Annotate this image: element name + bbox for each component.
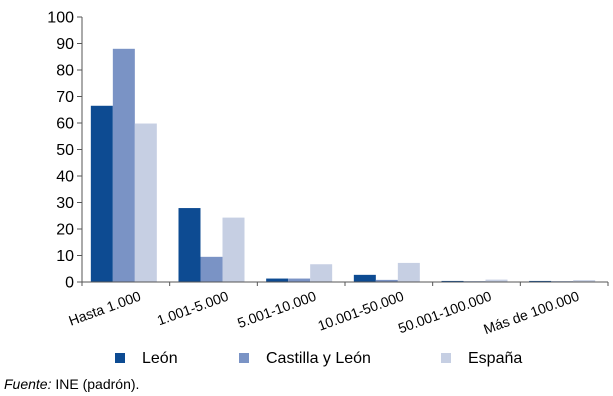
bar xyxy=(112,48,135,282)
legend: León Castilla y León España xyxy=(115,350,522,367)
bar xyxy=(397,262,420,282)
y-tick-label: 70 xyxy=(56,89,74,106)
bar xyxy=(529,280,552,282)
x-tick-label: 1.001-5.000 xyxy=(155,288,231,329)
y-tick-label: 0 xyxy=(65,275,74,292)
y-tick-label: 80 xyxy=(56,63,74,80)
bar xyxy=(573,280,596,282)
legend-label: España xyxy=(468,350,522,367)
bar xyxy=(90,105,113,283)
y-tick-label: 10 xyxy=(56,248,74,265)
bar xyxy=(485,279,508,282)
bar xyxy=(375,279,398,282)
y-tick-label: 40 xyxy=(56,169,74,186)
legend-swatch xyxy=(441,353,451,363)
y-axis: 0 10 20 30 40 50 60 70 80 90 100 xyxy=(47,10,83,292)
y-tick-label: 50 xyxy=(56,142,74,159)
bar xyxy=(200,256,223,282)
y-tick-label: 90 xyxy=(56,36,74,53)
bar xyxy=(353,274,376,282)
x-tick-label: 10.001-50.000 xyxy=(316,288,407,334)
legend-label: León xyxy=(142,350,178,367)
bar xyxy=(222,217,245,282)
source-note: Fuente: INE (padrón). xyxy=(4,375,139,393)
bar xyxy=(441,280,464,282)
bar xyxy=(134,123,157,282)
bar xyxy=(288,278,311,282)
source-text: INE (padrón). xyxy=(51,376,140,392)
x-tick-label: 50.001-100.000 xyxy=(396,288,494,337)
x-tick-label: Hasta 1.000 xyxy=(66,288,143,329)
bar xyxy=(266,278,289,282)
y-tick-label: 60 xyxy=(56,116,74,133)
y-tick-label: 30 xyxy=(56,195,74,212)
legend-label: Castilla y León xyxy=(266,350,371,367)
source-label: Fuente: xyxy=(4,376,52,392)
x-tick-label: Más de 100.000 xyxy=(481,288,581,337)
legend-swatch xyxy=(239,353,249,363)
y-tick-label: 100 xyxy=(47,10,74,27)
x-axis: Hasta 1.000 1.001-5.000 5.001-10.00010.001… xyxy=(66,281,609,337)
bar xyxy=(178,208,201,282)
x-tick-label: 5.001-10.000 xyxy=(235,288,318,331)
bar xyxy=(310,264,333,282)
legend-swatch xyxy=(115,353,125,363)
bars xyxy=(90,48,596,283)
y-tick-label: 20 xyxy=(56,222,74,239)
